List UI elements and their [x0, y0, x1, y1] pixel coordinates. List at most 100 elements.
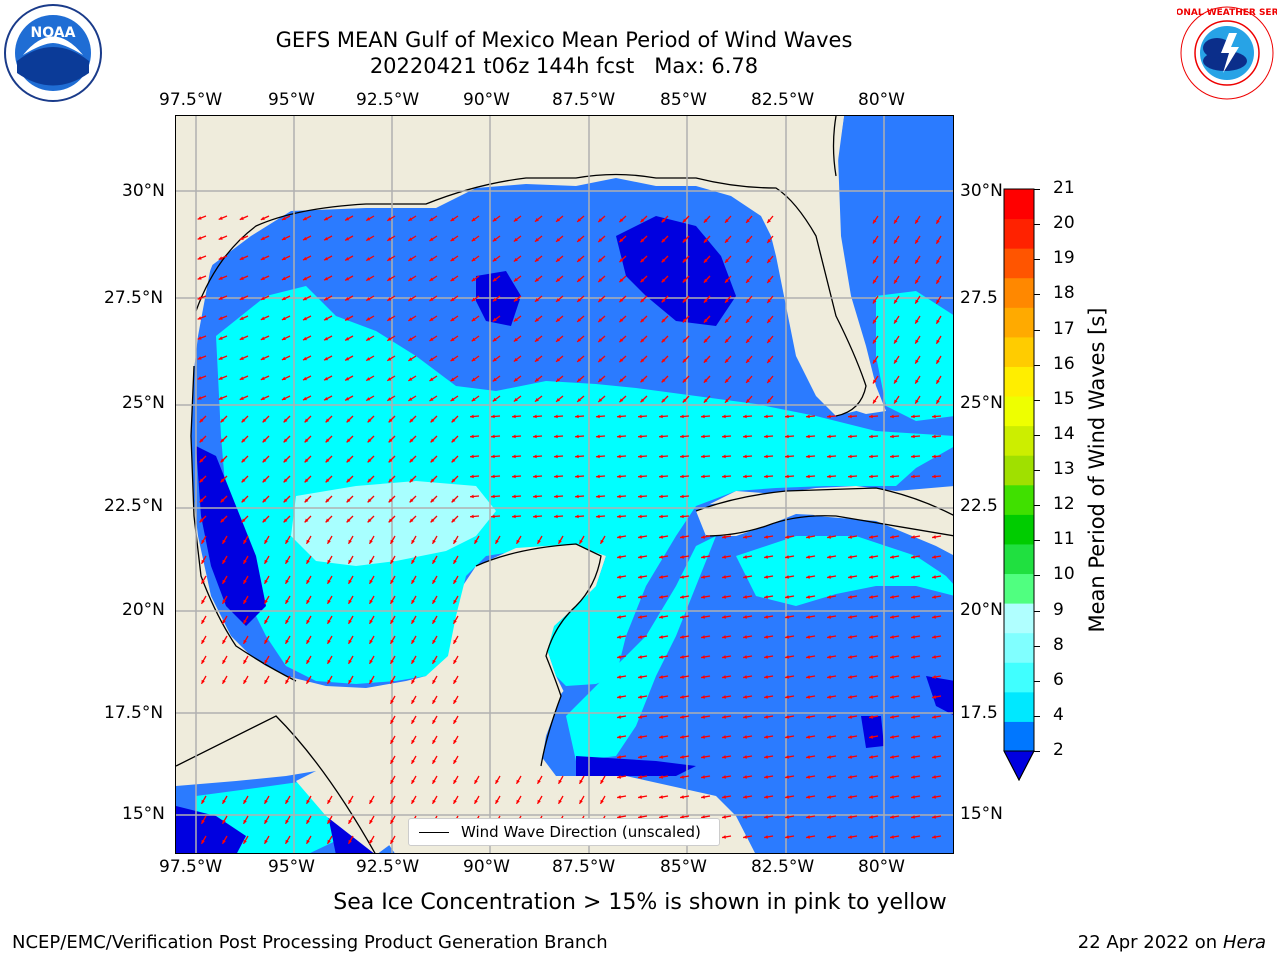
- wind-arrow-head: [806, 575, 810, 579]
- wind-arrow-head: [725, 278, 729, 283]
- wind-arrow-head: [264, 679, 268, 684]
- wind-arrow-head: [512, 454, 516, 459]
- wind-arrow-head: [285, 579, 289, 584]
- wind-arrow-head: [894, 359, 898, 364]
- wind-arrow-head: [598, 218, 603, 223]
- wind-arrow-head: [785, 575, 789, 579]
- wind-arrow-head: [302, 296, 307, 301]
- wind-arrow-head: [491, 494, 495, 499]
- lon-label: 82.5°W: [751, 90, 815, 110]
- wind-arrow-head: [429, 277, 434, 281]
- wind-arrow-head: [387, 357, 392, 361]
- wind-arrow-head: [869, 535, 873, 539]
- wind-arrow-head: [390, 719, 394, 724]
- wind-arrow-head: [725, 238, 729, 243]
- deep-blue-patch-3: [196, 446, 266, 626]
- wind-arrow-head: [324, 296, 329, 301]
- wind-arrow-head: [432, 539, 436, 544]
- wind-arrow-head: [725, 338, 729, 343]
- lon-label: 97.5°W: [159, 90, 223, 110]
- wind-arrow-head: [915, 339, 919, 344]
- wind-arrow-head: [285, 679, 289, 684]
- wind-arrow-head: [659, 695, 663, 699]
- wind-arrow-head: [471, 217, 476, 222]
- wind-arrow-head: [492, 297, 497, 302]
- lon-label: 97.5°W: [159, 857, 223, 877]
- wind-arrow-head: [533, 434, 537, 439]
- wind-arrow-head: [619, 238, 624, 243]
- wind-arrow-head: [638, 715, 642, 719]
- colorbar-tick-mark: [1034, 751, 1040, 752]
- wind-arrow-head: [239, 316, 244, 320]
- wind-arrow-head: [262, 518, 267, 523]
- wind-arrow-head: [495, 779, 499, 784]
- wind-arrow-head: [746, 378, 750, 383]
- wind-arrow-head: [348, 839, 352, 844]
- wind-arrow-head: [197, 296, 202, 300]
- wind-arrow-head: [262, 418, 267, 423]
- colorbar-tick-mark: [1034, 399, 1040, 401]
- wind-arrow-head: [932, 795, 936, 799]
- wind-arrow-head: [283, 458, 288, 463]
- wind-arrow-head: [680, 695, 684, 699]
- wind-arrow-head: [890, 735, 894, 739]
- wind-arrow-head: [470, 414, 474, 419]
- wind-arrow-head: [936, 339, 940, 344]
- colorbar-segment: [1004, 514, 1034, 545]
- wind-arrow-head: [682, 258, 687, 263]
- wind-arrow-head: [348, 799, 352, 804]
- wind-arrow-head: [764, 535, 768, 539]
- wind-arrow-head: [680, 555, 684, 559]
- wind-arrow-head: [285, 599, 289, 604]
- wind-arrow-head: [746, 338, 750, 343]
- wind-arrow-head: [306, 659, 310, 664]
- wind-arrow-head: [680, 575, 684, 579]
- wind-arrow-head: [369, 539, 373, 544]
- wind-arrow-head: [470, 514, 474, 519]
- wind-arrow-head: [513, 277, 518, 282]
- wind-arrow-head: [806, 595, 810, 599]
- wind-arrow-head: [390, 799, 394, 804]
- wind-arrow-head: [806, 675, 810, 679]
- lat-label: 20°N: [960, 600, 1003, 620]
- wind-arrow-head: [411, 639, 415, 644]
- wind-arrow-head: [596, 494, 600, 499]
- lon-label: 85°W: [660, 857, 707, 877]
- wind-arrow-head: [890, 434, 894, 439]
- wind-arrow-head: [324, 336, 329, 341]
- wind-arrow-head: [197, 276, 202, 280]
- wind-arrow-head: [537, 799, 541, 804]
- wind-arrow-head: [659, 494, 663, 499]
- wind-arrow-head: [369, 679, 373, 684]
- wind-arrow-head: [659, 535, 663, 539]
- wind-arrow-head: [911, 815, 915, 819]
- wind-arrow-head: [222, 839, 226, 844]
- chart-title: GEFS MEAN Gulf of Mexico Mean Period of …: [164, 27, 964, 79]
- wind-arrow-head: [890, 755, 894, 759]
- wind-arrow-head: [617, 755, 621, 759]
- wind-arrow-head: [743, 735, 747, 739]
- wind-arrow-head: [659, 735, 663, 739]
- wind-arrow-head: [199, 438, 204, 443]
- wind-arrow-head: [471, 257, 476, 262]
- wind-arrow-head: [764, 635, 768, 639]
- wind-arrow-head: [283, 518, 288, 523]
- wind-arrow-head: [533, 414, 537, 419]
- wind-arrow-head: [680, 715, 684, 719]
- wind-arrow-head: [617, 595, 621, 599]
- wind-arrow-head: [746, 318, 750, 323]
- wind-arrow-head: [348, 559, 352, 564]
- wind-arrow-head: [302, 216, 307, 221]
- wind-arrow-head: [806, 715, 810, 719]
- lat-label: 15°N: [960, 804, 1003, 824]
- colorbar-tick-mark: [1034, 610, 1040, 612]
- wind-arrow-head: [471, 377, 476, 382]
- wind-arrow-head: [492, 277, 497, 282]
- wind-arrow-head: [827, 555, 831, 559]
- caribbean-water-cyan: [736, 536, 953, 606]
- wind-arrow-head: [682, 358, 687, 363]
- wind-arrow-head: [890, 675, 894, 679]
- wind-arrow-head: [411, 699, 415, 704]
- wind-arrow-head: [682, 398, 687, 403]
- wind-arrow-head: [199, 518, 204, 523]
